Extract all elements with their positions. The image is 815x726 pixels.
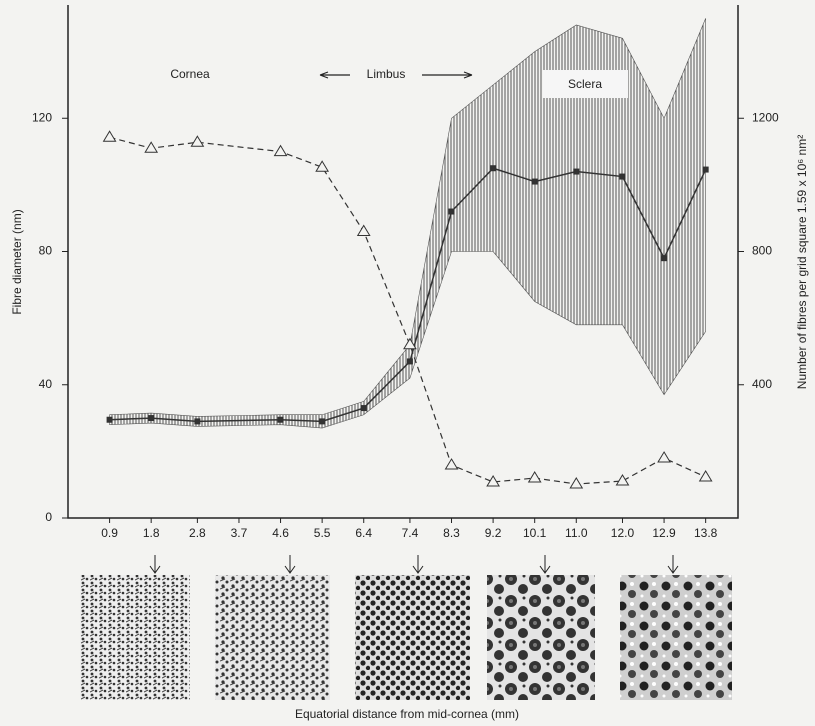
point: [448, 208, 455, 215]
point: [531, 178, 538, 185]
point: [406, 358, 413, 365]
y-tick-label: 40: [39, 377, 53, 391]
point: [273, 144, 288, 157]
x-tick-label: 0.9: [101, 526, 118, 540]
x-tick-label: 1.8: [143, 526, 160, 540]
plot-area: [102, 18, 713, 489]
point: [319, 418, 326, 425]
x-tick-label: 13.8: [694, 526, 718, 540]
micrograph: [487, 575, 595, 700]
x-tick-label: 10.1: [523, 526, 547, 540]
x-tick-label: 4.6: [272, 526, 289, 540]
y-tick-label: 0: [45, 510, 52, 524]
x-tick-label: 12.9: [652, 526, 676, 540]
y-tick-label: 80: [39, 244, 53, 258]
x-tick-label: 6.4: [355, 526, 372, 540]
point: [403, 337, 417, 350]
micrograph: [80, 575, 190, 700]
point: [573, 168, 580, 175]
annotation: Sclera: [568, 77, 602, 91]
point: [702, 166, 709, 173]
annotation-box: [543, 70, 628, 98]
point: [106, 416, 113, 423]
x-tick-label: 7.4: [402, 526, 419, 540]
point: [144, 141, 159, 153]
point: [148, 415, 155, 422]
series-line: [109, 167, 707, 423]
y-tick-label: 120: [32, 110, 52, 124]
point: [486, 475, 500, 487]
x-tick-label: 8.3: [443, 526, 460, 540]
point: [490, 165, 497, 172]
annotation: Limbus: [367, 67, 406, 81]
micrograph: [215, 575, 330, 700]
point: [277, 416, 284, 423]
point: [360, 405, 367, 412]
y2-axis-label: Number of fibres per grid square 1.59 x …: [795, 135, 809, 389]
micrographs: [80, 555, 732, 700]
point: [661, 255, 668, 262]
y-axis-label: Fibre diameter (nm): [10, 209, 24, 314]
x-tick-label: 3.7: [231, 526, 248, 540]
x-axis-label: Equatorial distance from mid-cornea (mm): [295, 707, 519, 721]
point: [444, 458, 459, 470]
micrograph: [355, 575, 470, 700]
range-band: [109, 18, 706, 429]
x-tick-label: 5.5: [314, 526, 331, 540]
point: [657, 451, 671, 463]
point: [194, 418, 201, 425]
point: [102, 130, 117, 142]
point: [527, 471, 542, 483]
x-tick-label: 11.0: [565, 526, 588, 540]
point: [315, 160, 330, 172]
y2-tick-label: 800: [752, 244, 772, 258]
axes-frame: [67, 5, 739, 519]
point: [615, 474, 630, 486]
limbus-arrows: [319, 71, 473, 79]
y2-tick-label: 400: [752, 377, 772, 391]
annotation: Cornea: [170, 67, 210, 81]
micrograph-arrows: [149, 555, 679, 574]
x-tick-label: 9.2: [485, 526, 502, 540]
x-tick-label: 12.0: [611, 526, 635, 540]
x-tick-label: 2.8: [189, 526, 206, 540]
point: [356, 224, 371, 237]
point: [619, 173, 626, 180]
point: [190, 135, 205, 147]
y2-tick-label: 1200: [752, 110, 779, 124]
point: [698, 470, 713, 482]
series-line: [109, 136, 706, 485]
micrograph: [620, 575, 732, 700]
point: [569, 477, 584, 489]
